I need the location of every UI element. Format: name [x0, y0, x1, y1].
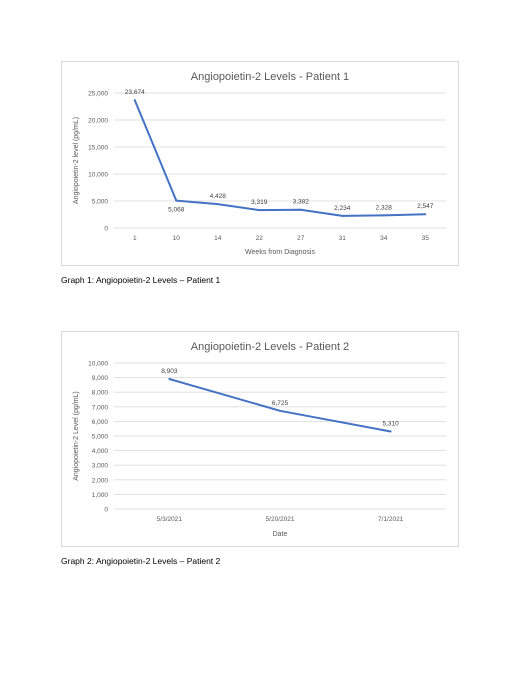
chart-1-data-point: [299, 208, 302, 211]
chart-1-svg: Angiopoietin-2 Levels - Patient 1 0 5,000 1…: [73, 71, 446, 256]
chart-2-data-label: 5,310: [383, 420, 400, 427]
chart-1-data-point: [382, 214, 385, 217]
chart-1-series-line: [133, 99, 426, 217]
chart-1-y-tick-label: 10,000: [88, 172, 108, 179]
chart-1-x-tick-label: 14: [214, 235, 222, 242]
chart-1-x-tick-label: 27: [297, 235, 305, 242]
chart-1-data-label: 4,428: [210, 193, 227, 200]
chart-1-y-tick-label: 20,000: [88, 118, 108, 125]
chart-1-x-axis-label: Weeks from Diagnosis: [245, 249, 315, 256]
chart-2-y-tick-label: 7,000: [92, 404, 109, 411]
chart-1-data-point: [133, 99, 136, 102]
chart-2-y-tick-label: 5,000: [92, 434, 109, 441]
chart-2-data-label: 6,725: [272, 400, 289, 407]
chart-2-x-tick-label: 5/20/2021: [266, 516, 295, 523]
chart-1-data-label: 2,547: [417, 203, 434, 210]
chart-2-x-axis-label: Date: [273, 531, 288, 538]
chart-2-x-tick-label: 7/1/2021: [378, 516, 404, 523]
chart-2-y-axis-label: Angiopoietin-2 Level (pg/mL): [73, 391, 80, 481]
chart-1-y-tick-label: 15,000: [88, 145, 108, 152]
chart-1-data-label: 3,382: [293, 199, 310, 206]
chart-2-frame: Angiopoietin-2 Levels - Patient 2 0 1,000 2…: [61, 331, 459, 547]
chart-2-y-tick-label: 4,000: [92, 448, 109, 455]
chart-2-y-tick-label: 2,000: [92, 477, 109, 484]
chart-1-data-point: [216, 203, 219, 206]
chart-2-data-label: 8,903: [161, 368, 178, 375]
chart-2-y-tick-label: 10,000: [88, 361, 108, 368]
chart-1-data-label: 2,328: [376, 204, 393, 211]
chart-1-x-tick-label: 1: [133, 235, 137, 242]
chart-1-y-tick-label: 25,000: [88, 91, 108, 98]
chart-1-data-label: 2,234: [334, 205, 351, 212]
chart-1-frame: Angiopoietin-2 Levels - Patient 1 0 5,000 1…: [61, 61, 459, 266]
chart-1-data-label: 5,068: [168, 207, 185, 214]
chart-2-title: Angiopoietin-2 Levels - Patient 2: [191, 341, 349, 353]
chart-1-x-tick-label: 31: [339, 235, 347, 242]
chart-1-x-tick-label: 35: [422, 235, 430, 242]
chart-1-y-tick-label: 5,000: [92, 199, 109, 206]
chart-2-y-tick-label: 9,000: [92, 375, 109, 382]
chart-1-x-tick-label: 22: [256, 235, 264, 242]
chart-1-data-point: [424, 213, 427, 216]
chart-1-data-label: 23,674: [125, 89, 145, 96]
chart-1-data-label: 3,319: [251, 199, 268, 206]
chart-2-y-tick-label: 8,000: [92, 390, 109, 397]
chart-1-y-tick-label: 0: [104, 226, 108, 233]
chart-2-svg: Angiopoietin-2 Levels - Patient 2 0 1,000 2…: [73, 341, 446, 538]
chart-1-x-tick-label: 10: [173, 235, 181, 242]
chart-1-data-point: [258, 209, 261, 212]
chart-1-data-point: [341, 214, 344, 217]
chart-1-x-tick-label: 34: [380, 235, 388, 242]
chart-1-data-point: [175, 199, 178, 202]
chart-1-y-axis-label: Angiopoietin-2 level (pg/mL): [73, 117, 80, 204]
graph-2-caption: Graph 2: Angiopoietin-2 Levels – Patient…: [61, 556, 221, 566]
chart-2-data-point: [389, 430, 392, 433]
graph-1-caption: Graph 1: Angiopoietin-2 Levels – Patient…: [61, 275, 221, 285]
chart-2-y-tick-label: 1,000: [92, 492, 109, 499]
chart-2-y-tick-label: 0: [104, 507, 108, 514]
chart-2-x-tick-label: 5/3/2021: [157, 516, 183, 523]
chart-2-data-point: [168, 378, 171, 381]
chart-1-title: Angiopoietin-2 Levels - Patient 1: [191, 71, 349, 83]
chart-2-y-tick-label: 3,000: [92, 463, 109, 470]
chart-2-y-tick-label: 6,000: [92, 419, 109, 426]
chart-2-data-point: [279, 409, 281, 412]
